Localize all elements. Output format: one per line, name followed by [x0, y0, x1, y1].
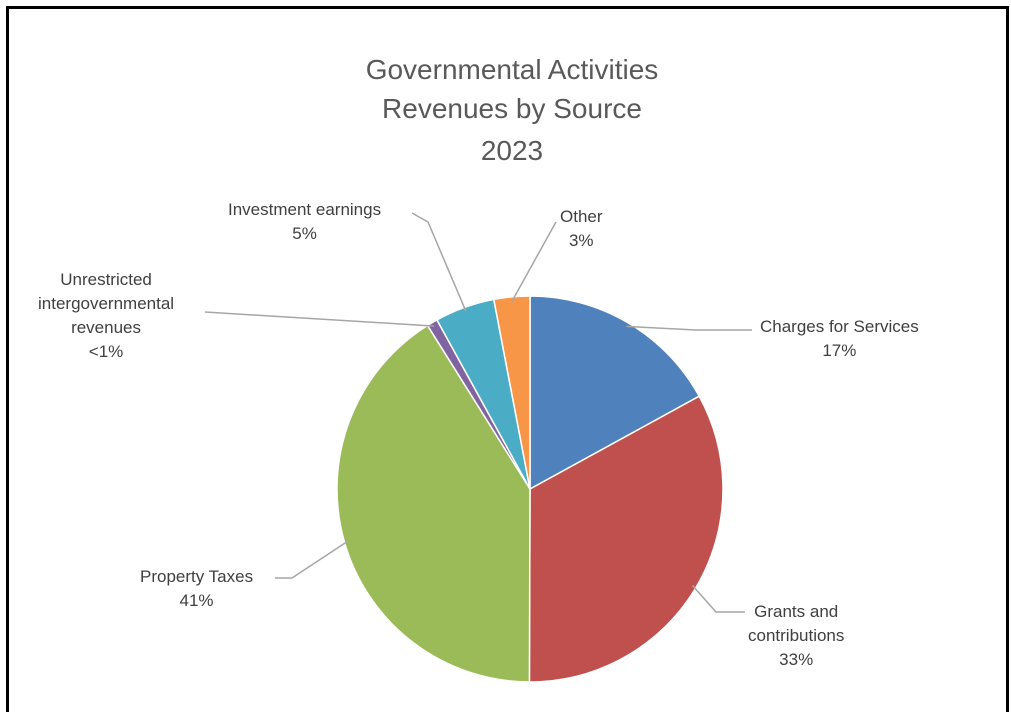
slice-label-charges-pct: 17%: [822, 341, 857, 360]
pie-slice-charges-for-services: [529, 295, 701, 491]
label-investment-earnings: Investment earnings 5%: [228, 198, 381, 246]
chart-title-line-1: Governmental Activities: [365, 54, 659, 85]
leader-line-property-taxes: [275, 540, 349, 579]
pie-slice-other: [492, 295, 531, 490]
leader-line-investment-earnings: [411, 212, 467, 312]
slice-label-other-pct: 3%: [568, 231, 594, 250]
slice-label-unrestricted-line-1: Unrestricted: [60, 270, 152, 289]
slice-label-investment-pct: 5%: [292, 224, 317, 243]
label-other: Other 3%: [560, 205, 603, 253]
slice-label-grants-line-1: Grants and: [754, 602, 839, 621]
slice-label-investment-name: Investment earnings: [228, 200, 382, 219]
slice-label-charges-name: Charges for Services: [760, 317, 919, 336]
slice-label-unrestricted-line-3: revenues: [71, 318, 141, 337]
slice-label-property-pct: 41%: [179, 591, 214, 610]
chart-title-line-2: Revenues by Source: [382, 93, 642, 124]
pie-slice-grants-and-contributions: [528, 395, 724, 683]
pie-slice-property-taxes: [336, 324, 531, 683]
slice-label-unrestricted-line-2: intergovernmental: [38, 294, 175, 313]
slice-label-unrestricted-pct: <1%: [88, 342, 124, 361]
slice-label-grants-pct: 33%: [779, 650, 814, 669]
slice-label-property-name: Property Taxes: [140, 567, 254, 586]
label-unrestricted-intergovernmental: Unrestricted intergovernmental revenues …: [38, 268, 174, 364]
slice-label-grants-line-2: contributions: [748, 626, 845, 645]
label-charges-for-services: Charges for Services 17%: [760, 315, 919, 363]
leader-line-unrestricted-intergovernmental-revenues: [204, 311, 435, 327]
label-grants-and-contributions: Grants and contributions 33%: [748, 600, 844, 672]
label-property-taxes: Property Taxes 41%: [140, 565, 253, 613]
leader-line-grants-and-contributions: [691, 585, 745, 613]
leader-line-charges-for-services: [626, 325, 752, 331]
slice-label-other-name: Other: [560, 207, 603, 226]
leader-line-other: [511, 221, 557, 302]
chart-frame: [6, 6, 1009, 712]
chart-title-line-3: 2023: [480, 135, 544, 166]
